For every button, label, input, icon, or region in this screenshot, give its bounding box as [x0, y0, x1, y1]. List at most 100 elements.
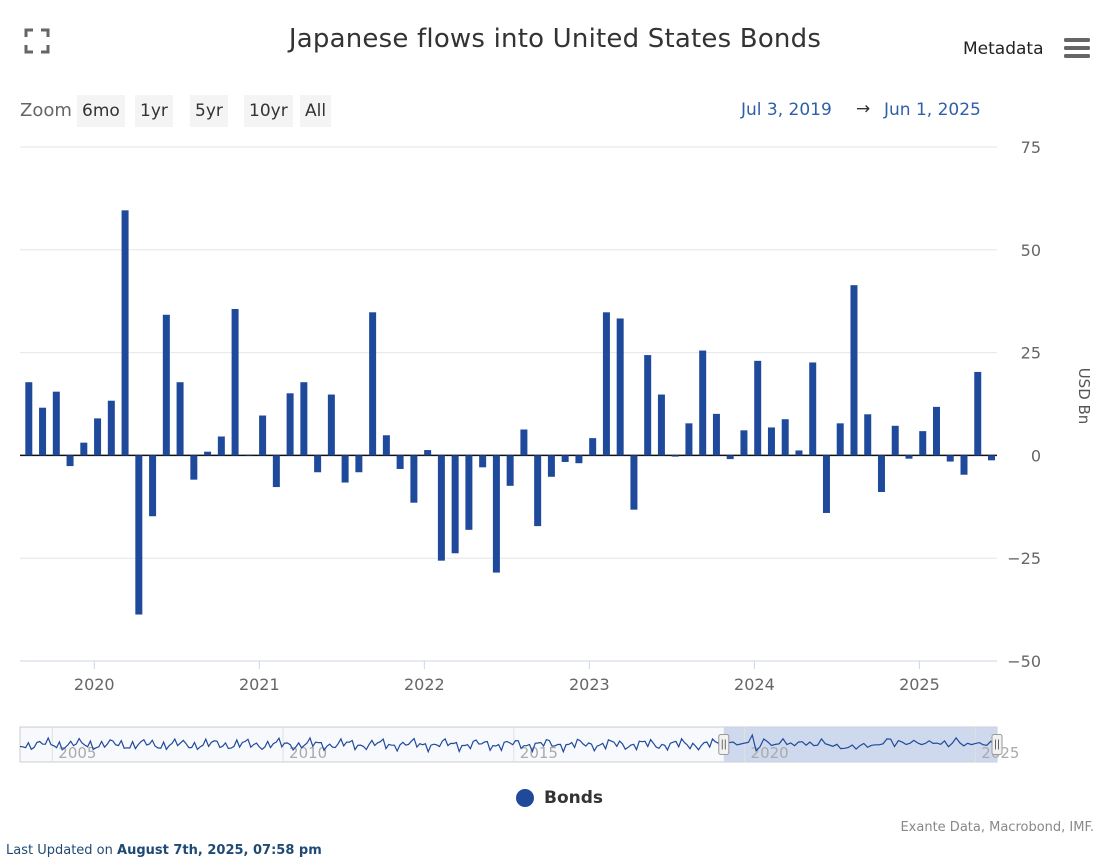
fullscreen-icon[interactable] [24, 28, 50, 54]
bar[interactable]: 2020-11: 35.6 [231, 309, 239, 456]
bar[interactable]: 2022-09: -17.2 [534, 455, 542, 527]
navigator-right-handle[interactable] [991, 734, 1003, 755]
bar[interactable]: 2019-12: 3.1 [80, 442, 88, 456]
bar[interactable]: 2024-12: -0.8 [905, 455, 913, 459]
bar[interactable]: 2024-07: 7.8 [836, 423, 844, 456]
navigator-tick-label: 2005 [58, 744, 96, 762]
bar[interactable]: 2021-02: -7.7 [272, 455, 280, 488]
bar[interactable]: 2019-10: 15.5 [52, 391, 60, 456]
last-updated-prefix: Last Updated on [6, 843, 113, 858]
bar[interactable]: 2021-05: -4.1 [314, 455, 322, 473]
bar[interactable]: 2025-05: 20.3 [974, 371, 982, 456]
bar[interactable]: 2020-01: 9 [94, 418, 102, 456]
bar[interactable]: 2024-06: -14 [822, 455, 830, 513]
bar[interactable]: 2020-08: -5.9 [190, 455, 198, 480]
bar[interactable]: 2025-01: 5.9 [919, 431, 927, 456]
range-from-date[interactable]: Jul 3, 2019 [741, 100, 832, 120]
bar[interactable]: 2021-07: -6.6 [341, 455, 349, 483]
y-tick-label: −50 [1007, 652, 1041, 671]
bar[interactable]: 2020-10: 4.6 [217, 436, 225, 456]
legend-dot-icon [516, 789, 534, 807]
bar[interactable]: 2022-12: -1.9 [575, 455, 583, 464]
bar[interactable]: 2021-10: 4.9 [382, 435, 390, 456]
navigator-series-line [19, 733, 995, 754]
bars[interactable]: 2019-08: 17.8 2019-09: 11.6 2019-10: 15.5 2… [25, 210, 995, 615]
bar[interactable]: 2021-12: -11.5 [410, 455, 418, 503]
bar[interactable]: 2022-02: -25.6 [437, 455, 445, 561]
bar[interactable]: 2022-05: -2.9 [479, 455, 487, 468]
bar[interactable]: 2024-03: 8.8 [781, 419, 789, 456]
y-tick-label: 75 [1021, 138, 1041, 157]
range-to-date[interactable]: Jun 1, 2025 [884, 100, 981, 120]
last-updated: Last Updated on August 7th, 2025, 07:58 … [6, 843, 322, 858]
bar[interactable]: 2022-03: -23.8 [451, 455, 459, 554]
bar[interactable]: 2021-03: 15.1 [286, 393, 294, 456]
bar[interactable]: 2021-09: 34.8 [369, 312, 377, 456]
bar[interactable]: 2024-08: 41.4 [850, 285, 858, 456]
bar[interactable]: 2022-10: -5.2 [547, 455, 555, 477]
bar[interactable]: 2024-09: 10 [864, 414, 872, 456]
bar[interactable]: 2023-06: 14.8 [657, 394, 665, 456]
hamburger-menu-icon[interactable] [1064, 38, 1090, 58]
zoom-1yr-button[interactable]: 1yr [135, 95, 173, 127]
bar[interactable]: 2022-06: -28.5 [492, 455, 500, 573]
bar[interactable]: 2025-02: 11.8 [932, 406, 940, 456]
bar[interactable]: 2021-11: -3.3 [396, 455, 404, 469]
bar[interactable]: 2020-02: 13.3 [107, 400, 115, 456]
bar[interactable]: 2021-08: -4.1 [355, 455, 363, 473]
bar[interactable]: 2024-02: 6.8 [767, 427, 775, 456]
last-updated-date: August 7th, 2025, 07:58 pm [117, 843, 322, 858]
bar[interactable]: 2023-09: 25.5 [699, 350, 707, 456]
bar[interactable]: 2019-09: 11.6 [39, 407, 47, 456]
bar[interactable]: 2023-08: 7.8 [685, 423, 693, 456]
bar[interactable]: 2024-10: -8.9 [877, 455, 885, 492]
bar[interactable]: 2023-02: 34.8 [602, 312, 610, 456]
x-tick-label: 2022 [404, 675, 445, 694]
bar[interactable]: 2022-07: -7.4 [506, 455, 514, 486]
bar[interactable]: 2019-11: -2.6 [66, 455, 74, 467]
navigator[interactable]: 20052010201520202025 [19, 726, 1019, 763]
bar[interactable]: 2020-03: 59.6 [121, 210, 129, 456]
bar[interactable]: 2020-04: -38.7 [135, 455, 143, 615]
bar[interactable]: 2020-07: 17.8 [176, 382, 184, 456]
chart-title: Japanese flows into United States Bonds [288, 24, 822, 54]
bar[interactable]: 2021-06: 14.8 [327, 394, 335, 456]
bar[interactable]: 2021-01: 9.7 [259, 415, 267, 456]
bar[interactable]: 2023-04: -13.2 [630, 455, 638, 510]
bar[interactable]: 2024-01: 23 [754, 360, 762, 456]
bar[interactable]: 2025-06: -1.2 [987, 455, 995, 461]
bar[interactable]: 2022-01: 1.3 [424, 450, 432, 456]
bar[interactable]: 2023-03: 33.3 [616, 318, 624, 456]
bar[interactable]: 2023-10: 10.1 [712, 413, 720, 456]
bar[interactable]: 2020-05: -14.8 [149, 455, 157, 517]
zoom-5yr-button[interactable]: 5yr [190, 95, 228, 127]
bar[interactable]: 2022-04: -18.1 [465, 455, 473, 530]
y-tick-label: 50 [1021, 241, 1041, 260]
bar[interactable]: 2023-12: 6.1 [740, 430, 748, 456]
bar[interactable]: 2019-08: 17.8 [25, 382, 33, 456]
bar[interactable]: 2020-09: 0.9 [204, 451, 212, 456]
legend-item-bonds[interactable]: Bonds [516, 788, 603, 808]
bar[interactable]: 2022-11: -1.6 [561, 455, 569, 462]
bar[interactable]: 2024-05: 22.6 [809, 362, 817, 456]
zoom-6mo-button[interactable]: 6mo [77, 95, 125, 127]
bar[interactable]: 2021-04: 17.8 [300, 382, 308, 456]
zoom-10yr-button[interactable]: 10yr [244, 95, 293, 127]
bar[interactable]: 2024-11: 7.2 [891, 425, 899, 456]
bar[interactable]: 2023-05: 24.4 [644, 355, 652, 456]
metadata-link[interactable]: Metadata [963, 39, 1044, 59]
bar[interactable]: 2020-12: 0.2 [245, 454, 253, 456]
bar[interactable]: 2022-08: 6.3 [520, 429, 528, 456]
bar[interactable]: 2020-06: 34.2 [162, 314, 170, 456]
zoom-all-button[interactable]: All [300, 95, 332, 127]
bar[interactable]: 2025-04: -4.7 [960, 455, 968, 475]
y-tick-label: −25 [1007, 549, 1041, 568]
bar[interactable]: 2024-04: 1.2 [795, 450, 803, 456]
navigator-left-handle[interactable] [718, 734, 730, 755]
bar[interactable]: 2023-07: -0.3 [671, 455, 679, 457]
bar[interactable]: 2025-03: -1.5 [946, 455, 954, 462]
credits: Exante Data, Macrobond, IMF. [900, 820, 1094, 835]
bar[interactable]: 2023-11: -0.9 [726, 455, 734, 460]
bar[interactable]: 2023-01: 4.2 [589, 438, 597, 456]
